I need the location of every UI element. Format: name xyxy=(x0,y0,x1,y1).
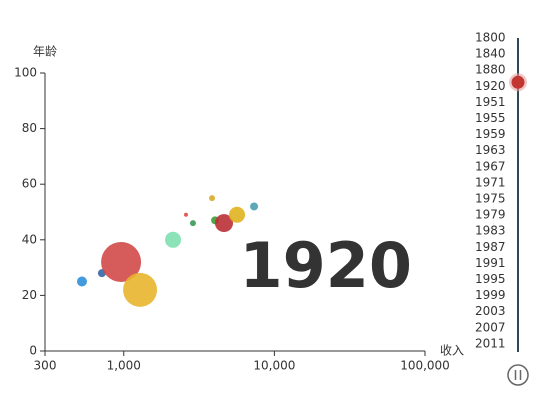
y-tick-label: 80 xyxy=(22,121,37,135)
timeline-label[interactable]: 1999 xyxy=(475,288,506,302)
x-tick-label: 10,000 xyxy=(253,359,295,373)
y-tick-label: 60 xyxy=(22,177,37,191)
bubble[interactable] xyxy=(184,212,189,217)
timeline-label[interactable]: 1979 xyxy=(475,208,506,222)
timeline-label[interactable]: 1991 xyxy=(475,256,506,270)
timeline-label[interactable]: 1983 xyxy=(475,224,506,238)
bubble[interactable] xyxy=(165,231,182,248)
bubble[interactable] xyxy=(215,214,234,233)
timeline-current[interactable] xyxy=(511,75,525,89)
x-tick-label: 1,000 xyxy=(107,359,141,373)
timeline-label[interactable]: 1920 xyxy=(475,79,506,93)
bubble[interactable] xyxy=(209,195,216,202)
timeline-label[interactable]: 1955 xyxy=(475,111,506,125)
bubble[interactable] xyxy=(189,220,196,227)
timeline-label[interactable]: 1995 xyxy=(475,272,506,286)
y-tick-label: 0 xyxy=(29,344,37,358)
bubble[interactable] xyxy=(101,242,142,283)
timeline-label[interactable]: 2007 xyxy=(475,320,506,334)
y-tick-label: 100 xyxy=(14,66,37,80)
timeline-label[interactable]: 1880 xyxy=(475,63,506,77)
bubble[interactable] xyxy=(250,202,259,211)
x-tick-label: 100,000 xyxy=(400,359,450,373)
timeline-label[interactable]: 2003 xyxy=(475,304,506,318)
timeline-label[interactable]: 1951 xyxy=(475,95,506,109)
y-tick-label: 40 xyxy=(22,232,37,246)
timeline-label[interactable]: 1840 xyxy=(475,47,506,61)
y-axis-label: 年龄 xyxy=(33,45,57,59)
timeline-label[interactable]: 1967 xyxy=(475,159,506,173)
timeline-label[interactable]: 2011 xyxy=(475,336,506,350)
play-button[interactable] xyxy=(507,364,529,386)
timeline-label[interactable]: 1975 xyxy=(475,192,506,206)
y-tick-label: 20 xyxy=(22,288,37,302)
timeline-label[interactable]: 1987 xyxy=(475,240,506,254)
x-axis-label: 收入 xyxy=(440,344,464,358)
bubble[interactable] xyxy=(76,276,87,287)
bubble[interactable] xyxy=(229,206,246,223)
timeline-label[interactable]: 1959 xyxy=(475,127,506,141)
x-tick-label: 300 xyxy=(34,359,57,373)
timeline-label[interactable]: 1971 xyxy=(475,175,506,189)
timeline-label[interactable]: 1800 xyxy=(475,31,506,45)
bubble[interactable] xyxy=(123,272,158,307)
year-label: 1920 xyxy=(239,229,412,302)
timeline-label[interactable]: 1963 xyxy=(475,143,506,157)
play-button-ring[interactable] xyxy=(507,364,529,386)
